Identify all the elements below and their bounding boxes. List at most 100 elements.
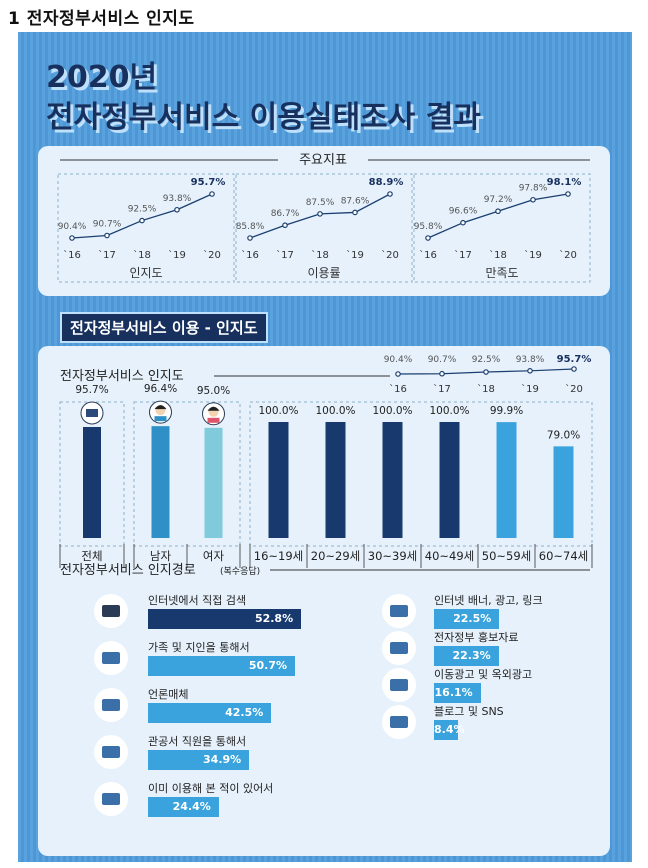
indicator-value-label: 98.1% <box>547 177 582 188</box>
trend-year-label: `16 <box>389 383 407 395</box>
path-bar: 22.3% <box>434 646 499 666</box>
indicator-year-label: `18 <box>489 249 507 261</box>
awareness-bar-value: 79.0% <box>547 429 580 441</box>
indicator-point <box>352 209 358 216</box>
indicator-name: 만족도 <box>485 266 518 280</box>
path-category-label: 인터넷에서 직접 검색 <box>148 594 247 607</box>
awareness-bar <box>325 422 346 538</box>
indicator-value-label: 97.8% <box>519 184 548 194</box>
indicator-name: 인지도 <box>129 266 162 280</box>
indicator-value-label: 95.7% <box>191 177 226 188</box>
indicator-value-label: 96.6% <box>449 207 478 217</box>
indicator-year-label: `19 <box>346 249 364 261</box>
awareness-bar <box>268 422 289 538</box>
awareness-bar-category: 30~39세 <box>368 549 417 563</box>
awareness-bar-value: 100.0% <box>315 405 355 417</box>
avatar-hair <box>207 406 220 411</box>
awareness-bar <box>439 422 460 538</box>
indicator-panel <box>235 173 413 283</box>
path-bar: 24.4% <box>148 797 219 817</box>
family-icon <box>94 641 128 675</box>
path-category-label: 관공서 직원을 통해서 <box>148 735 247 748</box>
path-bar: 22.5% <box>434 609 500 629</box>
trend-point <box>527 367 533 374</box>
key-indicators-title: 주요지표 <box>299 153 347 168</box>
path-category-label: 이동광고 및 옥외광고 <box>434 668 533 681</box>
trend-year-label: `20 <box>565 383 583 395</box>
awareness-bar-value: 99.9% <box>490 405 523 417</box>
monitor-icon <box>94 594 128 628</box>
indicator-year-label: `16 <box>419 249 437 261</box>
awareness-bar <box>204 427 223 538</box>
awareness-bar-value: 100.0% <box>372 405 412 417</box>
path-bar: 42.5% <box>148 703 272 723</box>
awareness-chart: 전자정부서비스 인지도 90.4% `16 90.7% `17 92.5% `18 93.8%… <box>59 354 593 578</box>
awareness-bar <box>382 422 403 538</box>
awareness-bar <box>496 422 517 538</box>
indicator-point <box>209 191 215 197</box>
awareness-bar-category: 남자 <box>150 549 172 563</box>
monitor-screen <box>86 408 98 417</box>
path-subtitle: (복수응답) <box>220 565 260 577</box>
path-bar: 16.1% <box>434 683 481 703</box>
awareness-bar-value: 100.0% <box>258 405 298 417</box>
awareness-bar-category: 전체 <box>81 549 102 563</box>
path-category-label: 가족 및 지인을 통해서 <box>148 641 250 654</box>
indicator-value-label: 95.8% <box>414 222 443 232</box>
header-title: 전자정부서비스 이용실태조사 결과 <box>46 100 481 135</box>
indicator-point <box>530 196 536 203</box>
indicator-point <box>565 191 571 197</box>
trend-point <box>395 371 401 377</box>
awareness-bar-value: 95.0% <box>197 385 230 397</box>
path-bar: 50.7% <box>148 656 296 676</box>
indicator-panel <box>57 173 235 283</box>
trend-year-label: `19 <box>521 383 539 395</box>
awareness-bar-value: 95.7% <box>75 384 108 396</box>
indicator-value-label: 92.5% <box>128 205 157 215</box>
officer-icon <box>94 735 128 769</box>
path-bar: 8.4% <box>434 720 465 740</box>
section-title: 전자정부서비스 이용 - 인지도 <box>60 312 268 343</box>
indicator-point <box>460 219 466 226</box>
awareness-bar <box>83 426 101 538</box>
path-category-label: 이미 이용해 본 적이 있어서 <box>148 782 274 795</box>
indicator-point <box>174 206 180 213</box>
trend-year-label: `18 <box>477 383 495 395</box>
awareness-bar-category: 20~29세 <box>311 549 360 563</box>
tv-icon <box>94 688 128 722</box>
awareness-bar-value: 96.4% <box>144 383 177 395</box>
awareness-bar <box>553 446 574 538</box>
path-bar: 52.8% <box>148 609 302 629</box>
indicator-year-label: `18 <box>133 249 151 261</box>
indicator-point <box>317 211 323 217</box>
trend-value-label: 92.5% <box>472 355 501 365</box>
awareness-bar-category: 60~74세 <box>539 549 588 563</box>
indicator-value-label: 85.8% <box>236 222 265 232</box>
indicator-point <box>69 235 75 241</box>
path-category-label: 인터넷 배너, 광고, 링크 <box>434 594 543 607</box>
bar-group-panel <box>249 401 593 547</box>
trend-value-label: 90.7% <box>428 355 457 365</box>
indicator-point <box>495 208 501 215</box>
indicator-point <box>387 191 393 197</box>
computer-icon <box>94 782 128 816</box>
path-category-label: 블로그 및 SNS <box>434 705 504 718</box>
trend-point <box>571 366 577 372</box>
key-indicators-card <box>38 146 610 296</box>
awareness-bar-category: 40~49세 <box>425 549 474 563</box>
indicator-year-label: `16 <box>241 249 259 261</box>
indicator-year-label: `16 <box>63 249 81 261</box>
path-bar: 34.9% <box>148 750 250 770</box>
indicator-panel <box>413 173 591 283</box>
awareness-bar-category: 16~19세 <box>254 549 303 563</box>
avatar-shirt <box>154 416 167 422</box>
trend-year-label: `17 <box>433 383 451 395</box>
indicator-point <box>104 232 110 239</box>
awareness-bar-value: 100.0% <box>429 405 469 417</box>
indicator-value-label: 87.5% <box>306 198 335 208</box>
indicator-value-label: 88.9% <box>369 177 404 188</box>
awareness-title: 전자정부서비스 인지도 <box>60 369 184 384</box>
indicator-year-label: `19 <box>524 249 542 261</box>
indicator-name: 이용률 <box>307 266 340 280</box>
trend-value-label: 90.4% <box>384 355 413 365</box>
